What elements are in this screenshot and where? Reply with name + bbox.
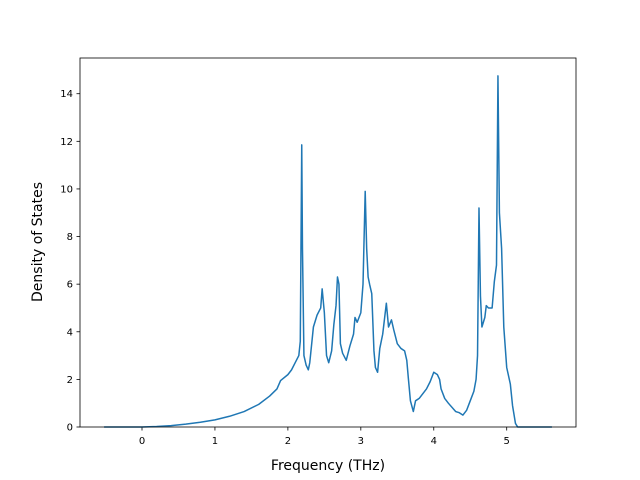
x-tick-label: 2	[285, 436, 291, 447]
y-tick-label: 2	[67, 375, 73, 386]
x-tick-label: 4	[431, 436, 437, 447]
y-axis: 0 2 4 6 8 10 12 14	[60, 89, 80, 434]
x-tick-label: 5	[504, 436, 510, 447]
plot-area	[80, 58, 576, 427]
y-tick-label: 6	[67, 280, 73, 291]
y-axis-title: Density of States	[30, 182, 46, 302]
x-tick-label: 1	[212, 436, 218, 447]
x-tick-label: 0	[139, 436, 145, 447]
x-axis-title: Frequency (THz)	[271, 458, 385, 474]
y-tick-label: 0	[67, 423, 73, 434]
dos-curve	[104, 75, 552, 428]
x-axis: 0 1 2 3 4 5	[139, 427, 510, 447]
x-tick-label: 3	[358, 436, 364, 447]
plot-border	[79, 57, 577, 428]
y-tick-label: 8	[67, 232, 73, 243]
y-tick-label: 10	[60, 184, 73, 195]
y-tick-label: 4	[67, 327, 73, 338]
y-tick-label: 14	[60, 89, 73, 100]
y-tick-label: 12	[60, 137, 73, 148]
